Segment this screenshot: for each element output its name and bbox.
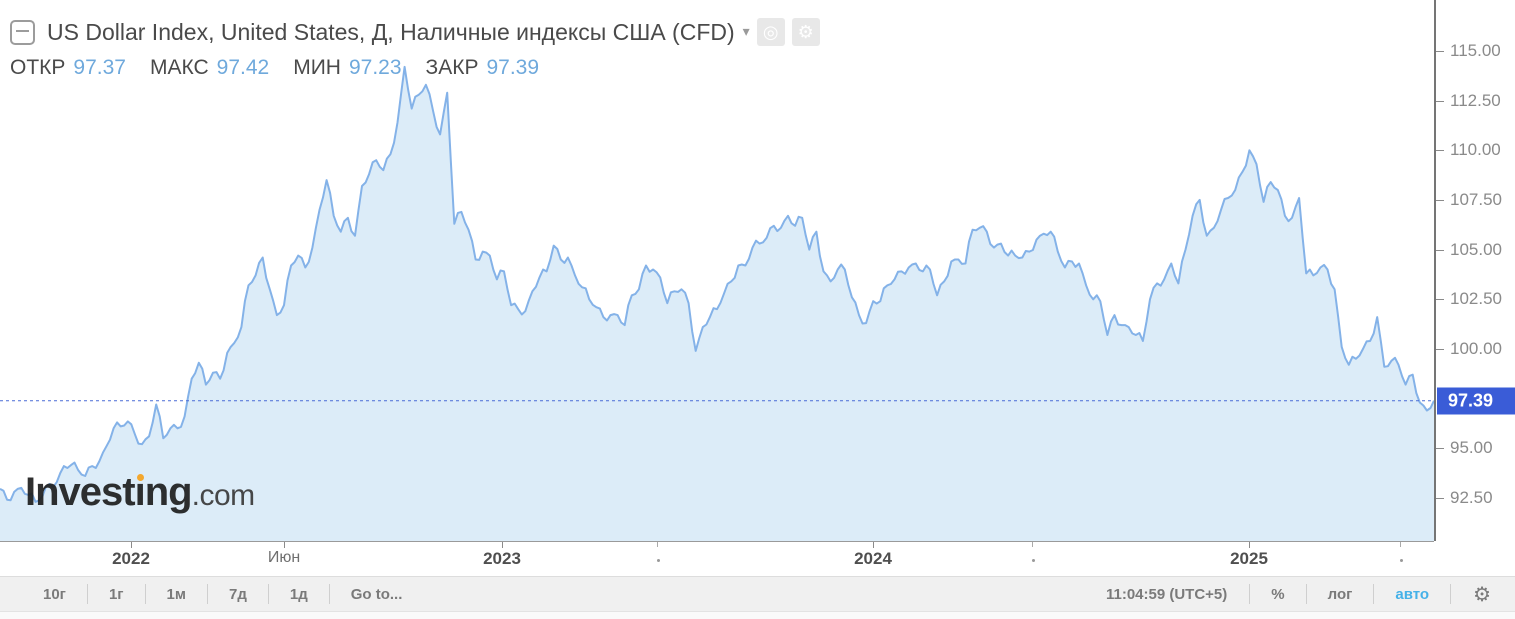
price-tick <box>1436 299 1444 301</box>
logo-com-suffix: .com <box>191 479 256 512</box>
separator <box>328 584 330 604</box>
time-tick <box>284 542 285 548</box>
collapse-button[interactable] <box>10 19 35 45</box>
price-label: 95.00 <box>1450 438 1493 458</box>
separator <box>1249 584 1251 604</box>
current-price-badge: 97.39 <box>1437 387 1515 415</box>
price-tick <box>1436 348 1444 350</box>
ohlc-open: ОТКР 97.37 <box>10 56 126 80</box>
logo-orange-dot-i: ı <box>134 470 146 514</box>
investing-logo: Investıng .com <box>25 470 255 515</box>
range-button-7д[interactable]: 7д <box>228 585 247 603</box>
toolbar-right: 11:04:59 (UTC+5) % лог авто ⚙ <box>1084 577 1515 611</box>
ohlc-close: ЗАКР 97.39 <box>426 56 540 80</box>
ohlc-high-label: МАКС <box>149 56 209 79</box>
time-tick <box>1249 542 1250 548</box>
range-button-1г[interactable]: 1г <box>108 585 124 603</box>
price-label: 92.50 <box>1450 487 1493 507</box>
chart-header: US Dollar Index, United States, Д, Налич… <box>10 18 820 80</box>
price-tick <box>1436 51 1444 52</box>
time-tick <box>131 542 132 548</box>
price-label: 100.00 <box>1450 338 1502 358</box>
toolbar-gear-icon[interactable]: ⚙ <box>1473 582 1491 606</box>
symbol-title: US Dollar Index, United States, Д, Налич… <box>47 18 735 45</box>
time-label: 2022 <box>112 549 150 568</box>
time-axis[interactable]: 2022 Июн 2023 2024 2025 <box>0 542 1434 576</box>
time-minor-dot <box>657 559 660 562</box>
ohlc-close-value: 97.39 <box>486 56 540 79</box>
goto-button[interactable]: Go to... <box>350 585 403 603</box>
time-label: 2024 <box>854 549 892 568</box>
time-label: 2025 <box>1230 549 1268 568</box>
chevron-down-icon[interactable]: ▾ <box>742 24 750 40</box>
price-tick <box>1436 249 1444 251</box>
time-minor-dot <box>1032 559 1035 562</box>
time-label: 2023 <box>483 549 521 568</box>
ohlc-low: МИН 97.23 <box>293 56 401 80</box>
ohlc-high-value: 97.42 <box>216 56 270 79</box>
ohlc-high: МАКС 97.42 <box>150 56 269 80</box>
price-label: 112.50 <box>1450 90 1501 110</box>
bottom-strip <box>0 612 1515 619</box>
price-label: 102.50 <box>1450 289 1502 309</box>
price-label: 115.00 <box>1450 41 1501 60</box>
time-minor-dot <box>1400 559 1403 562</box>
price-label: 107.50 <box>1450 189 1502 209</box>
time-tick-minor <box>1400 542 1401 547</box>
area-fill <box>0 66 1434 541</box>
price-line <box>0 65 1434 503</box>
price-tick <box>1436 150 1444 152</box>
price-label: 110.00 <box>1450 140 1501 160</box>
separator <box>144 584 146 604</box>
clock: 11:04:59 (UTC+5) <box>1105 585 1228 603</box>
separator <box>267 584 269 604</box>
auto-scale-button[interactable]: авто <box>1395 585 1430 603</box>
ohlc-open-label: ОТКР <box>10 56 66 79</box>
time-tick <box>873 542 874 548</box>
log-scale-button[interactable]: лог <box>1327 585 1353 603</box>
price-tick <box>1436 448 1444 450</box>
gear-icon: ⚙ <box>797 21 814 43</box>
time-tick-minor <box>657 542 658 547</box>
range-button-10г[interactable]: 10г <box>43 585 66 603</box>
price-scale[interactable]: 115.00 112.50 110.00 107.50 105.00 102.50 100.… <box>1434 0 1515 541</box>
separator <box>86 584 88 604</box>
ohlc-open-value: 97.37 <box>73 56 126 79</box>
compare-target-button[interactable]: ◎ <box>756 18 785 46</box>
ohlc-low-value: 97.23 <box>348 56 402 79</box>
logo-text: Investıng <box>25 470 193 514</box>
ohlc-low-label: МИН <box>293 56 341 79</box>
separator <box>206 584 208 604</box>
separator <box>1373 584 1375 604</box>
price-tick <box>1436 199 1444 201</box>
range-button-1м[interactable]: 1м <box>166 585 186 603</box>
ohlc-row: ОТКР 97.37 МАКС 97.42 МИН 97.23 ЗАКР 97.… <box>10 56 820 80</box>
range-buttons: 10г 1г 1м 7д 1д Go to... <box>0 577 423 611</box>
percent-scale-button[interactable]: % <box>1271 585 1285 603</box>
range-button-1д[interactable]: 1д <box>289 585 308 603</box>
price-tick <box>1436 497 1444 499</box>
bottom-toolbar: 10г 1г 1м 7д 1д Go to... 11:04:59 (UTC+5) % л… <box>0 576 1515 612</box>
price-tick <box>1436 100 1444 102</box>
target-icon: ◎ <box>762 21 779 43</box>
time-tick-minor <box>1032 542 1033 547</box>
separator <box>1305 584 1307 604</box>
time-tick <box>502 542 503 548</box>
separator <box>1450 584 1452 604</box>
chart-canvas[interactable] <box>0 0 1434 542</box>
chart-settings-button[interactable]: ⚙ <box>791 18 820 46</box>
ohlc-close-label: ЗАКР <box>425 56 479 79</box>
price-label: 105.00 <box>1450 239 1502 259</box>
time-label: Июн <box>267 549 301 566</box>
